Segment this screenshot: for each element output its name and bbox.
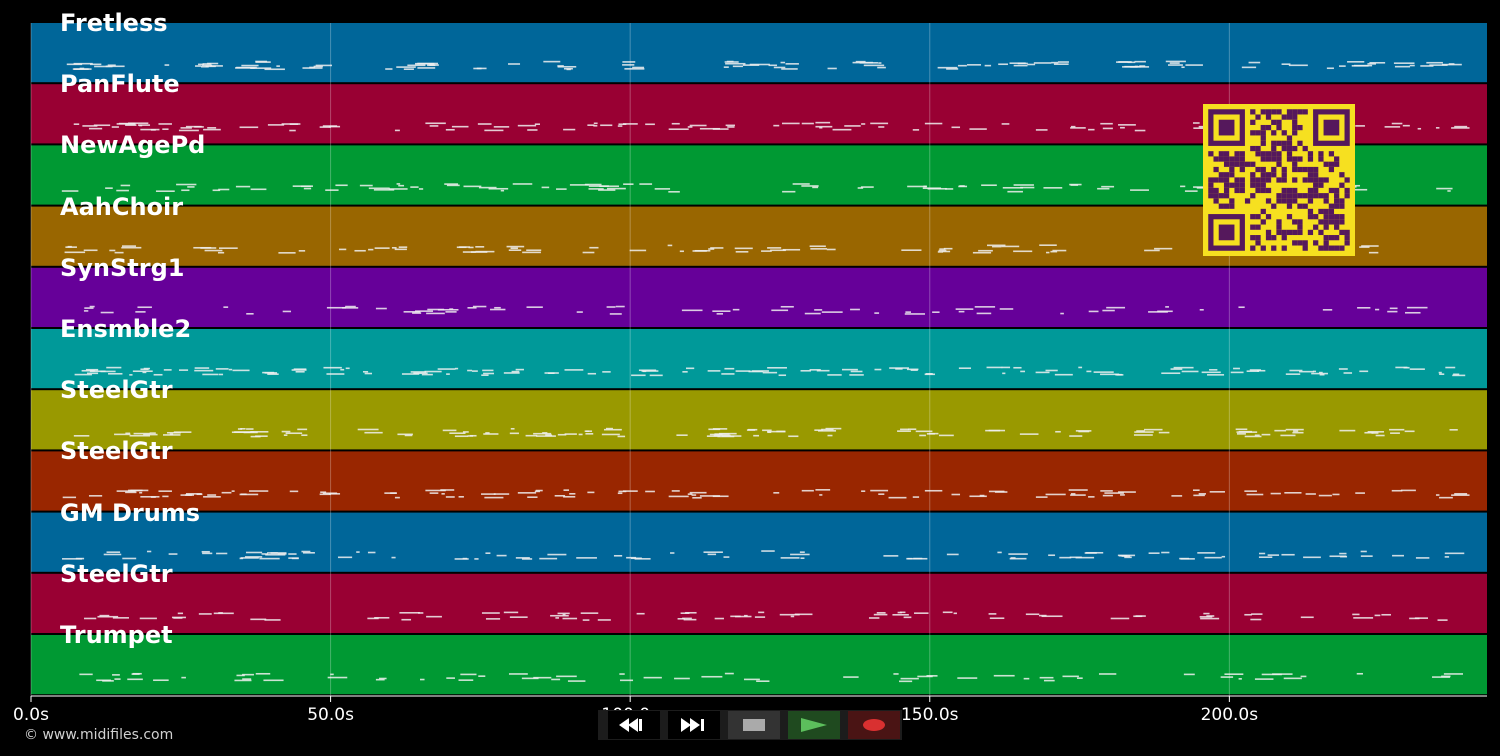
record-button[interactable] xyxy=(848,711,900,739)
rewind-icon xyxy=(619,718,642,732)
stop-icon xyxy=(743,719,765,731)
track-label: PanFlute xyxy=(60,70,180,99)
track-notes xyxy=(66,60,1462,71)
track-notes xyxy=(73,427,1458,438)
fast-forward-icon xyxy=(681,718,704,732)
track-lane xyxy=(31,267,1487,327)
copyright-text: © www.midifiles.com xyxy=(24,727,174,743)
qr-code xyxy=(1203,104,1355,256)
track-notes xyxy=(62,489,1470,499)
track-lane xyxy=(31,573,1487,633)
record-icon xyxy=(863,719,885,731)
track-label: Trumpet xyxy=(60,621,173,649)
fast-forward-button[interactable] xyxy=(668,711,720,739)
track-label: SteelGtr xyxy=(60,437,173,466)
track-notes xyxy=(84,611,1448,621)
track-notes xyxy=(83,305,1428,315)
transport-controls xyxy=(598,710,902,740)
track-label: Ensmble2 xyxy=(60,315,192,343)
track-lane xyxy=(31,329,1487,389)
track-label: SteelGtr xyxy=(60,376,173,405)
axis-tick-label: 0.0s xyxy=(13,705,49,725)
track-lane xyxy=(31,390,1487,450)
track-label: SynStrg1 xyxy=(60,253,185,282)
axis-tick-label: 200.0s xyxy=(1200,705,1259,725)
axis-tick-label: 50.0s xyxy=(307,705,354,725)
track-lane xyxy=(31,512,1487,572)
track-lane xyxy=(31,451,1487,511)
rewind-button[interactable] xyxy=(608,711,660,739)
track-lane xyxy=(31,635,1487,695)
track-label: SteelGtr xyxy=(60,559,173,588)
track-notes xyxy=(62,550,1465,560)
play-button[interactable] xyxy=(788,711,840,739)
track-label: AahChoir xyxy=(60,192,184,221)
track-label: NewAgePd xyxy=(60,131,206,160)
track-label: GM Drums xyxy=(60,498,201,527)
axis-tick-label: 150.0s xyxy=(900,705,959,725)
play-icon xyxy=(801,718,827,732)
track-label: Fretless xyxy=(60,9,168,37)
track-notes xyxy=(79,672,1464,683)
track-lane xyxy=(31,23,1487,83)
stop-button[interactable] xyxy=(728,711,780,739)
track-notes xyxy=(74,366,1466,377)
